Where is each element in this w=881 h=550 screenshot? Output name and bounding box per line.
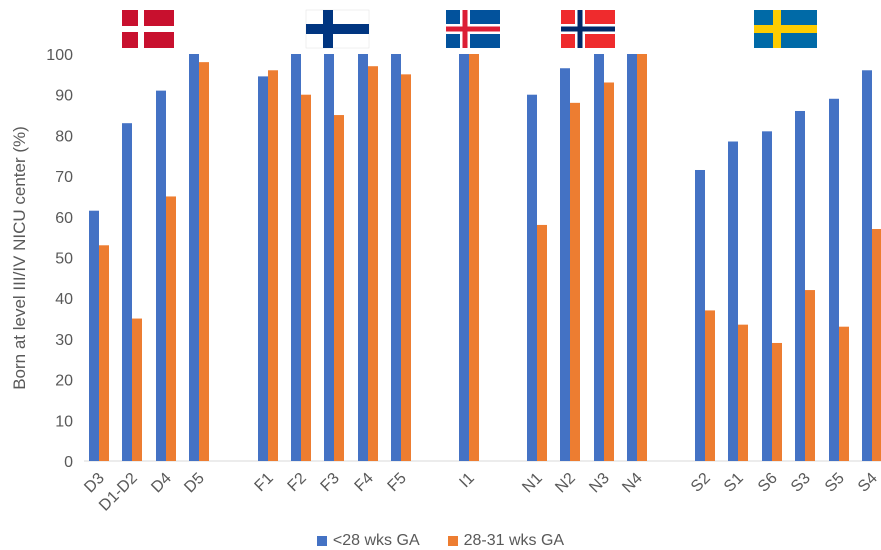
iceland-flag [446, 10, 500, 48]
y-tick-label: 0 [64, 454, 73, 471]
bar-series-2-s6 [772, 342, 782, 461]
bar-series-1-d4 [156, 90, 166, 461]
bar-group [89, 54, 881, 462]
y-tick-label: 100 [46, 47, 73, 64]
denmark-flag [122, 10, 174, 48]
bar-series-2-s2 [705, 310, 715, 461]
y-axis-ticks: 0 10 20 30 40 50 60 70 80 90 100 [46, 47, 73, 471]
bar-series-1-s4 [862, 70, 872, 461]
x-tick-label: F5 [385, 470, 410, 495]
bar-series-1-n2 [560, 68, 570, 462]
bar-series-2-f5 [401, 74, 411, 461]
bar-series-2-s3 [805, 290, 815, 461]
bar-series-1-f2 [291, 54, 301, 461]
y-tick-label: 60 [55, 210, 73, 227]
y-axis-label: Born at level III/IV NICU center (%) [10, 126, 29, 390]
bar-series-2-s1 [738, 324, 748, 461]
bar-series-2-n1 [537, 224, 547, 461]
bar-series-1-i1 [459, 54, 469, 461]
x-tick-label: N4 [619, 470, 646, 497]
x-tick-label: D4 [148, 470, 175, 497]
x-tick-label: S1 [721, 470, 747, 496]
y-tick-label: 80 [55, 128, 73, 145]
norway-flag [561, 10, 615, 48]
x-tick-label: S3 [788, 470, 814, 496]
bar-series-1-s2 [695, 169, 705, 461]
y-tick-label: 10 [55, 413, 73, 430]
x-tick-label: F4 [352, 470, 377, 495]
bar-series-1-s1 [728, 141, 738, 461]
bar-series-1-s5 [829, 98, 839, 462]
bar-series-2-n2 [570, 102, 580, 461]
bar-series-1-n4 [627, 54, 637, 461]
sweden-flag [754, 10, 817, 48]
bar-series-2-f3 [334, 115, 344, 462]
x-tick-label: S2 [688, 470, 714, 496]
legend-label-series-1: <28 wks GA [332, 531, 420, 549]
bar-series-2-d1-d2 [132, 318, 142, 461]
y-tick-label: 40 [55, 291, 73, 308]
bar-series-1-f3 [324, 54, 334, 461]
legend: <28 wks GA 28-31 wks GA [0, 532, 881, 549]
x-tick-label: S6 [755, 470, 781, 496]
y-tick-label: 90 [55, 88, 73, 105]
x-tick-label: N2 [552, 470, 579, 497]
legend-swatch-series-2 [447, 535, 458, 546]
x-tick-label: S4 [855, 470, 881, 496]
y-tick-label: 30 [55, 332, 73, 349]
x-tick-label: D5 [181, 470, 208, 497]
bar-series-1-f1 [258, 76, 268, 461]
x-tick-label: D1-D2 [96, 470, 141, 515]
bar-series-2-f4 [368, 66, 378, 462]
x-tick-label: F1 [252, 470, 277, 495]
x-tick-label: N1 [519, 470, 546, 497]
bar-series-2-n3 [604, 82, 614, 462]
x-tick-label: I1 [456, 470, 478, 492]
bar-series-1-s6 [762, 131, 772, 461]
y-tick-label: 70 [55, 169, 73, 186]
bar-series-1-d3 [89, 210, 99, 461]
bar-series-2-s5 [839, 326, 849, 461]
bar-series-2-d4 [166, 196, 176, 461]
x-tick-label: N3 [586, 470, 613, 497]
x-tick-label: S5 [822, 470, 848, 496]
bar-series-1-d1-d2 [122, 123, 132, 461]
bar-series-2-f1 [268, 70, 278, 461]
y-tick-label: 20 [55, 373, 73, 390]
bar-series-2-s4 [872, 229, 881, 461]
bar-chart: Born at level III/IV NICU center (%) 0 10… [10, 9, 881, 515]
bar-series-1-n3 [594, 54, 604, 461]
bar-series-1-f4 [358, 54, 368, 461]
bar-series-2-d3 [99, 245, 109, 461]
bar-series-1-s3 [795, 110, 805, 461]
bar-series-2-n4 [637, 54, 647, 461]
legend-item-series-2: 28-31 wks GA [447, 531, 565, 549]
y-tick-label: 50 [55, 251, 73, 268]
bar-series-2-f2 [301, 94, 311, 461]
legend-swatch-series-1 [316, 535, 327, 546]
x-tick-label: F2 [285, 470, 310, 495]
x-tick-label: D3 [81, 470, 108, 497]
bar-series-2-i1 [469, 54, 479, 461]
legend-label-series-2: 28-31 wks GA [463, 531, 565, 549]
finland-flag [305, 9, 370, 49]
bar-series-1-d5 [189, 54, 199, 461]
bar-series-1-f5 [391, 54, 401, 461]
legend-item-series-1: <28 wks GA [316, 531, 420, 549]
bar-series-2-d5 [199, 62, 209, 461]
x-tick-label: F3 [318, 470, 343, 495]
bar-series-1-n1 [527, 94, 537, 461]
